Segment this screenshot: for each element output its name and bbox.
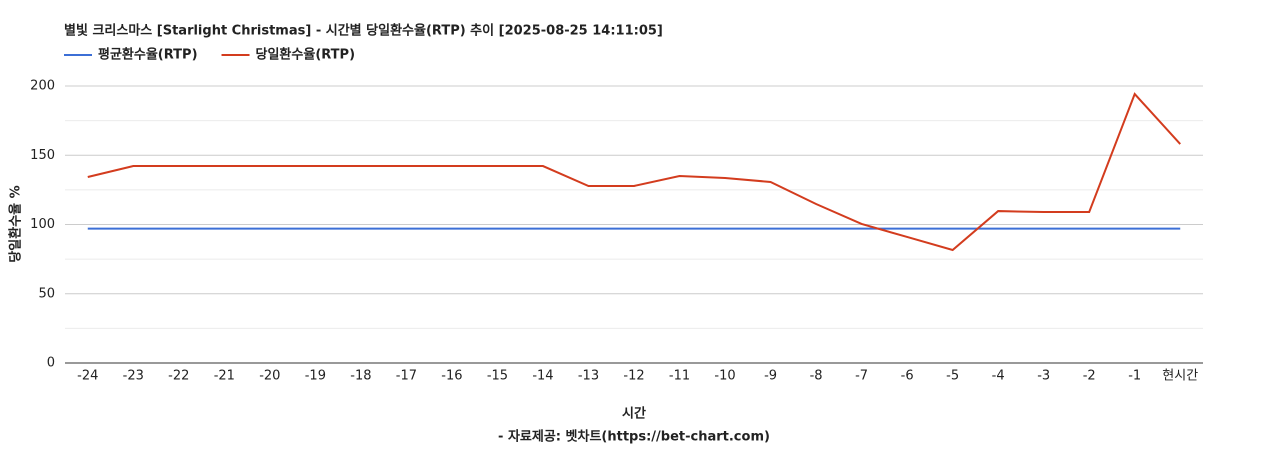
legend-label: 평균환수율(RTP) (98, 47, 198, 63)
x-tick-label: -14 (532, 369, 553, 384)
x-tick-label: -21 (214, 369, 235, 384)
x-tick-label: -20 (259, 369, 280, 384)
x-tick-label: -22 (168, 369, 189, 384)
x-tick-label: -17 (396, 369, 417, 384)
legend-label: 당일환수율(RTP) (256, 47, 356, 63)
x-tick-label: -13 (578, 369, 599, 384)
x-axis-label: 시간 (622, 406, 646, 422)
y-tick-label: 50 (38, 286, 55, 301)
chart-title: 별빛 크리스마스 [Starlight Christmas] - 시간별 당일환… (64, 23, 663, 39)
y-tick-label: 150 (30, 148, 55, 163)
x-tick-label: -2 (1083, 369, 1096, 384)
y-tick-label: 100 (30, 217, 55, 232)
source: - 자료제공: 벳차트(https://bet-chart.com) (498, 429, 770, 445)
x-tick-label: -19 (305, 369, 326, 384)
x-tick-label: -23 (123, 369, 144, 384)
x-tick-label: -11 (669, 369, 690, 384)
x-tick-label: -12 (623, 369, 644, 384)
y-tick-label: 0 (47, 356, 55, 371)
x-tick-label: -3 (1037, 369, 1050, 384)
x-tick-label: -24 (77, 369, 98, 384)
x-tick-label: -6 (901, 369, 914, 384)
x-tick-label: 현시간 (1162, 369, 1198, 384)
x-tick-label: -16 (441, 369, 462, 384)
x-tick-label: -15 (487, 369, 508, 384)
x-tick-label: -9 (764, 369, 777, 384)
x-tick-label: -7 (855, 369, 868, 384)
x-tick-label: -10 (714, 369, 735, 384)
x-tick-label: -5 (946, 369, 959, 384)
x-tick-label: -8 (810, 369, 823, 384)
x-tick-label: -18 (350, 369, 371, 384)
y-axis-label: 당일환수율 % (8, 185, 24, 262)
series-line (87, 92, 1181, 252)
x-tick-label: -4 (992, 369, 1005, 384)
x-tick-label: -1 (1128, 369, 1141, 384)
y-tick-label: 200 (30, 79, 55, 94)
